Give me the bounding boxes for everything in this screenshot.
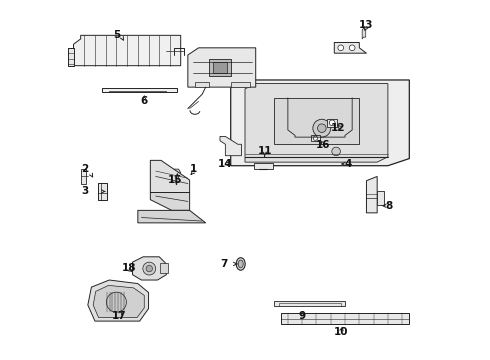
Polygon shape	[367, 176, 377, 213]
Polygon shape	[102, 88, 177, 93]
Circle shape	[313, 136, 318, 140]
Polygon shape	[81, 169, 86, 184]
Ellipse shape	[238, 260, 243, 268]
Text: 6: 6	[141, 96, 148, 107]
Circle shape	[106, 292, 126, 312]
Text: 1: 1	[190, 164, 197, 174]
Polygon shape	[362, 28, 366, 39]
Polygon shape	[74, 35, 181, 66]
Text: 14: 14	[218, 159, 233, 169]
Circle shape	[329, 120, 335, 126]
Text: 15: 15	[168, 175, 183, 185]
Circle shape	[146, 265, 152, 272]
Text: 3: 3	[81, 186, 89, 197]
Polygon shape	[231, 80, 409, 166]
Polygon shape	[138, 210, 206, 223]
Text: 17: 17	[112, 311, 126, 321]
Text: 4: 4	[345, 159, 352, 169]
Polygon shape	[273, 301, 345, 306]
Circle shape	[318, 124, 326, 132]
Polygon shape	[311, 135, 320, 141]
Text: 7: 7	[220, 259, 227, 269]
Polygon shape	[98, 183, 107, 200]
Circle shape	[332, 147, 341, 156]
Polygon shape	[273, 98, 359, 144]
Polygon shape	[213, 62, 227, 73]
Polygon shape	[254, 163, 273, 169]
Text: 11: 11	[257, 146, 272, 156]
Polygon shape	[68, 48, 73, 66]
Polygon shape	[327, 118, 337, 127]
Polygon shape	[172, 169, 181, 176]
Polygon shape	[132, 257, 167, 280]
Ellipse shape	[236, 258, 245, 270]
Polygon shape	[188, 48, 256, 87]
Polygon shape	[160, 263, 168, 273]
Text: 8: 8	[385, 201, 392, 211]
Circle shape	[313, 119, 331, 137]
Polygon shape	[281, 313, 409, 324]
Text: 5: 5	[113, 30, 120, 40]
Polygon shape	[195, 82, 209, 87]
Polygon shape	[150, 160, 190, 193]
Text: 18: 18	[122, 262, 136, 273]
Polygon shape	[93, 285, 144, 318]
Polygon shape	[334, 42, 367, 53]
Polygon shape	[377, 191, 384, 205]
Polygon shape	[150, 193, 190, 210]
Text: 16: 16	[316, 140, 330, 150]
Polygon shape	[245, 84, 388, 162]
Text: 9: 9	[298, 311, 306, 321]
Text: 2: 2	[81, 164, 89, 174]
Circle shape	[338, 45, 343, 51]
Polygon shape	[231, 82, 250, 87]
Text: 13: 13	[359, 19, 374, 30]
Circle shape	[349, 45, 355, 51]
Polygon shape	[88, 280, 148, 321]
Text: 10: 10	[334, 327, 349, 337]
Polygon shape	[220, 136, 242, 156]
Text: 12: 12	[331, 123, 345, 133]
Circle shape	[143, 262, 156, 275]
Polygon shape	[209, 59, 231, 76]
